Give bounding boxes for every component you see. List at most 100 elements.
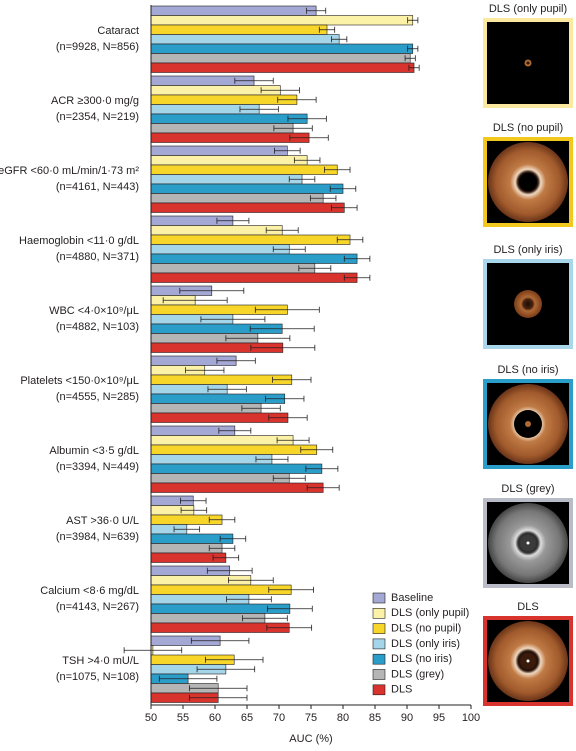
bar [150, 94, 298, 105]
legend-label: DLS (grey) [391, 668, 444, 680]
error-bar [249, 325, 315, 332]
error-bar [272, 475, 306, 482]
error-bar [336, 236, 364, 243]
bar [150, 253, 358, 264]
iris [514, 290, 542, 318]
category-label: eGFR <60·0 mL/min/1·73 m² [0, 165, 139, 177]
error-bar [265, 227, 299, 234]
error-bar [268, 586, 314, 593]
glint [526, 541, 530, 545]
error-bar [218, 427, 252, 434]
error-bar [272, 376, 312, 383]
legend-swatch [372, 669, 386, 680]
legend-label: DLS (only pupil) [391, 607, 469, 619]
pupil-core [526, 61, 530, 65]
error-bar [407, 45, 419, 52]
error-bar [318, 26, 336, 33]
bar [150, 5, 317, 16]
panel-title: DLS (no iris) [497, 364, 558, 376]
error-bar [207, 386, 247, 393]
error-bar [331, 36, 348, 43]
bar [150, 43, 414, 54]
error-bar [407, 17, 419, 24]
error-bar [234, 77, 274, 84]
bar [150, 435, 294, 446]
legend-swatch [372, 638, 386, 650]
error-bar [272, 246, 306, 253]
bar [150, 263, 316, 274]
error-bar [190, 637, 250, 644]
bar [150, 174, 303, 185]
error-bar [206, 567, 253, 574]
error-bar [329, 185, 357, 192]
error-bar [268, 414, 308, 421]
bar [150, 24, 328, 35]
error-bar [408, 64, 420, 71]
legend-label: DLS (no iris) [391, 653, 452, 665]
error-bar [260, 87, 300, 94]
bar [150, 473, 290, 484]
error-bar [225, 335, 291, 342]
legend-label: DLS (no pupil) [391, 623, 461, 635]
x-tick-label: 75 [305, 712, 317, 724]
error-bar [343, 255, 371, 262]
bar [150, 393, 286, 404]
error-bar [180, 507, 208, 514]
category-label: Haemoglobin <11·0 g/dL [19, 235, 139, 247]
legend-label: DLS [391, 684, 412, 696]
bar [150, 234, 351, 245]
error-bar [254, 306, 320, 313]
x-axis-label: AUC (%) [289, 733, 332, 745]
category-count: (n=3984, N=639) [56, 531, 139, 543]
category-label: Calcium <8·6 mg/dL [40, 585, 139, 597]
x-tick-label: 100 [462, 712, 480, 724]
error-bar [293, 157, 321, 164]
category-count: (n=9928, N=856) [56, 41, 139, 53]
error-bar [123, 647, 183, 654]
category-count: (n=3394, N=449) [56, 461, 139, 473]
category-count: (n=2354, N=219) [56, 111, 139, 123]
category-count: (n=4161, N=443) [56, 181, 139, 193]
error-bar [266, 624, 313, 631]
error-bar [212, 554, 240, 561]
category-label: AST >36·0 U/L [66, 515, 139, 527]
bar [150, 123, 294, 134]
category-count: (n=4555, N=285) [56, 391, 139, 403]
panel-title: DLS (only pupil) [489, 3, 567, 15]
bar [150, 202, 345, 213]
error-bar [277, 96, 317, 103]
bar [150, 454, 273, 465]
bar [150, 145, 288, 156]
bar [150, 244, 290, 255]
error-bar [162, 297, 228, 304]
category-count: (n=4880, N=371) [56, 251, 139, 263]
bar [150, 183, 344, 194]
error-bar [305, 465, 339, 472]
error-bar [219, 535, 247, 542]
bar [150, 164, 338, 175]
error-bar [216, 217, 250, 224]
pupil [525, 421, 531, 427]
category-label: Albumin <3·5 g/dL [49, 445, 139, 457]
bar [150, 412, 289, 423]
x-tick-label: 85 [369, 712, 381, 724]
error-bar [300, 446, 334, 453]
error-bar [208, 516, 236, 523]
panel-title: DLS (grey) [501, 483, 554, 495]
legend-label: Baseline [391, 592, 433, 604]
error-bar [274, 147, 301, 154]
legend-label: DLS (only iris) [391, 638, 460, 650]
error-bar [179, 287, 245, 294]
x-tick-label: 80 [337, 712, 349, 724]
glint [526, 659, 530, 663]
error-bar [273, 125, 313, 132]
error-bar [200, 316, 266, 323]
error-bar [267, 605, 313, 612]
error-bar [306, 484, 340, 491]
legend-swatch [372, 653, 386, 665]
bar [150, 272, 358, 283]
error-bar [250, 344, 316, 351]
category-count: (n=1075, N=108) [56, 671, 139, 683]
x-tick-label: 55 [177, 712, 189, 724]
